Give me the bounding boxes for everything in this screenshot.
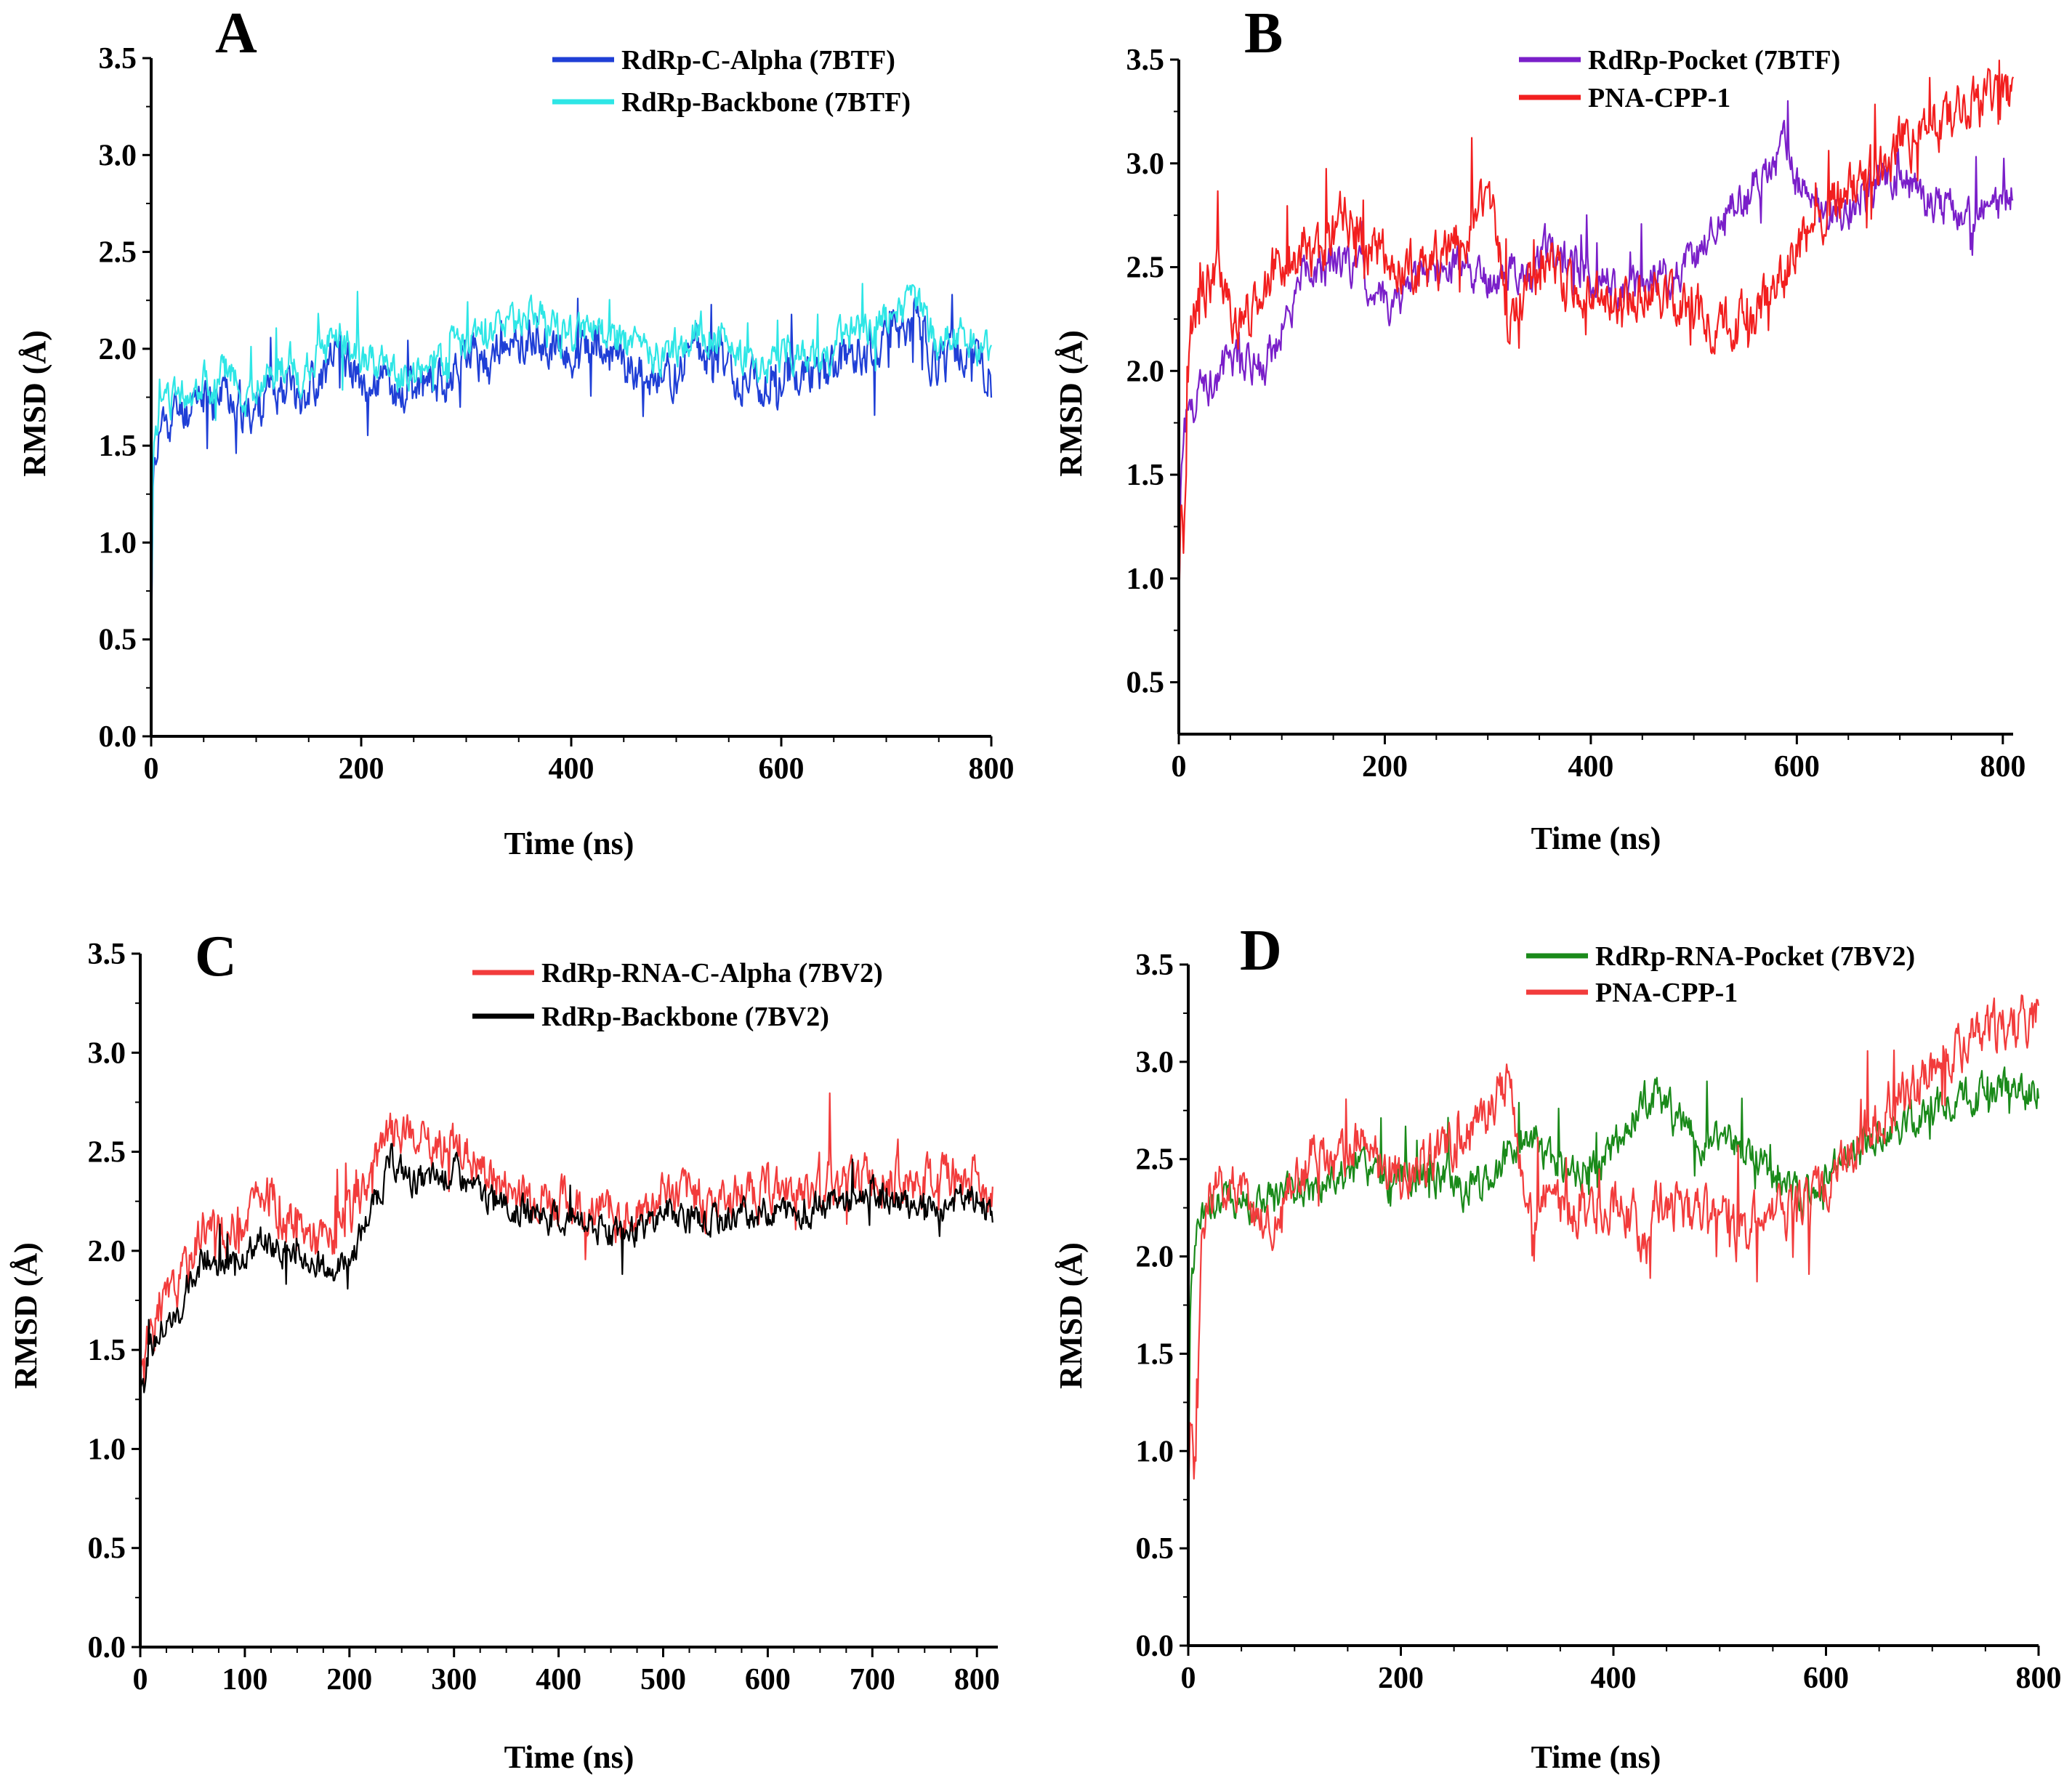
x-tick-label: 0 [1181,1662,1196,1695]
series-1-line [139,1092,993,1385]
panel-c-ylabel: RMSD (Å) [8,1242,44,1389]
legend-label-1: RdRp-RNA-Pocket (7BV2) [1595,941,1915,972]
x-tick-label: 600 [759,752,805,786]
x-tick-label: 600 [1803,1662,1849,1695]
x-tick-label: 400 [1568,750,1613,784]
y-tick-label: 2.0 [1126,355,1165,388]
panel-b: B Time (ns) RMSD (Å) 0.5 1.0 1.5 2.0 2.5 3.0 3… [1053,1,2025,856]
x-tick-label: 500 [640,1663,686,1697]
panel-a-ylabel: RMSD (Å) [17,330,52,477]
series-2-line [139,1143,993,1393]
y-tick-label: 1.5 [1136,1337,1174,1371]
y-tick-label: 1.0 [1126,563,1165,596]
x-tick-label: 600 [745,1663,791,1697]
panel-a: A Time (ns) RMSD (Å) 0.0 0.5 1.0 1.5 2.0 2.5 3… [17,1,1015,861]
y-tick-label: 1.5 [88,1334,126,1367]
legend-label-1: RdRp-RNA-C-Alpha (7BV2) [541,958,883,989]
y-tick-label: 3.5 [1136,949,1174,982]
x-tick-label: 200 [339,752,384,786]
panel-d-letter: D [1240,919,1282,983]
x-tick-label: 600 [1774,750,1820,784]
series-1-line [150,294,993,659]
panel-c-xlabel: Time (ns) [504,1739,634,1775]
panel-b-plot: 0.5 1.0 1.5 2.0 2.5 3.0 3.5 0 200 400 600 800 RdRp-P… [1126,44,2026,784]
panel-a-letter: A [215,1,257,65]
panel-b-letter: B [1244,1,1283,65]
y-tick-label: 1.0 [1136,1435,1174,1468]
x-tick-label: 100 [222,1663,267,1697]
y-tick-label: 2.5 [1136,1143,1174,1177]
y-tick-label: 2.5 [1126,251,1165,285]
y-tick-label: 2.5 [99,236,137,270]
x-tick-label: 0 [144,752,159,786]
x-tick-label: 800 [1980,750,2025,784]
y-tick-label: 3.5 [1126,44,1165,77]
y-tick-label: 3.0 [1136,1046,1174,1079]
legend-label-2: PNA-CPP-1 [1595,978,1738,1008]
y-tick-label: 0.5 [1136,1532,1174,1566]
y-tick-label: 2.0 [1136,1241,1174,1274]
x-tick-label: 400 [1591,1662,1637,1695]
y-tick-label: 3.0 [88,1037,126,1070]
panel-b-xlabel: Time (ns) [1531,821,1661,856]
panel-d-ylabel: RMSD (Å) [1053,1242,1089,1389]
x-tick-label: 200 [326,1663,372,1697]
x-tick-label: 0 [1172,750,1187,784]
x-tick-label: 400 [549,752,594,786]
x-tick-label: 700 [850,1663,895,1697]
y-tick-label: 0.0 [88,1631,126,1665]
y-tick-label: 2.0 [99,333,137,366]
series-1-line [1187,1066,2040,1510]
y-tick-label: 0.5 [1126,667,1165,700]
x-tick-label: 200 [1378,1662,1424,1695]
panel-c-plot: 0.0 0.5 1.0 1.5 2.0 2.5 3.0 3.5 0 100 200 300 400 500… [88,938,1000,1697]
y-tick-label: 2.5 [88,1136,126,1170]
y-tick-label: 0.5 [99,624,137,657]
y-tick-label: 3.5 [99,42,137,76]
legend-label-2: PNA-CPP-1 [1588,83,1730,113]
x-tick-label: 400 [536,1663,581,1697]
y-tick-label: 1.5 [99,430,137,463]
panel-b-ylabel: RMSD (Å) [1053,330,1089,477]
y-tick-label: 0.0 [1136,1630,1174,1663]
y-tick-label: 2.0 [88,1235,126,1268]
series-2-line [1177,59,2015,621]
x-tick-label: 200 [1362,750,1408,784]
y-tick-label: 1.0 [88,1433,126,1466]
x-tick-label: 0 [133,1663,148,1697]
y-tick-label: 0.0 [99,720,137,754]
series-1-line [1177,100,2014,621]
x-tick-label: 800 [954,1663,1000,1697]
y-tick-label: 0.5 [88,1532,126,1566]
legend-label-1: RdRp-C-Alpha (7BTF) [621,45,895,76]
series-2-line [1187,994,2040,1510]
panel-d-plot: 0.0 0.5 1.0 1.5 2.0 2.5 3.0 3.5 0 200 400 600 800 RdR… [1136,941,2062,1695]
series-2-line [150,283,993,650]
panel-c: C Time (ns) RMSD (Å) 0.0 0.5 1.0 1.5 2.0 2.5 3… [8,925,1000,1775]
legend-label-2: RdRp-Backbone (7BTF) [621,87,911,118]
legend-label-2: RdRp-Backbone (7BV2) [541,1002,829,1032]
y-tick-label: 3.5 [88,938,126,971]
y-tick-label: 3.0 [1126,148,1165,181]
panel-d-xlabel: Time (ns) [1531,1739,1661,1775]
y-tick-label: 3.0 [99,139,137,172]
y-tick-label: 1.5 [1126,459,1165,492]
legend-label-1: RdRp-Pocket (7BTF) [1588,45,1840,76]
panel-a-xlabel: Time (ns) [504,826,634,861]
panel-c-letter: C [195,925,237,989]
x-tick-label: 300 [431,1663,477,1697]
panel-a-plot: 0.0 0.5 1.0 1.5 2.0 2.5 3.0 3.5 0 200 400 600 800 RdR… [99,42,1015,786]
x-tick-label: 800 [969,752,1015,786]
panel-d: D Time (ns) RMSD (Å) 0.0 0.5 1.0 1.5 2.0 2.5 3… [1053,919,2062,1775]
x-tick-label: 800 [2016,1662,2062,1695]
y-tick-label: 1.0 [99,526,137,560]
